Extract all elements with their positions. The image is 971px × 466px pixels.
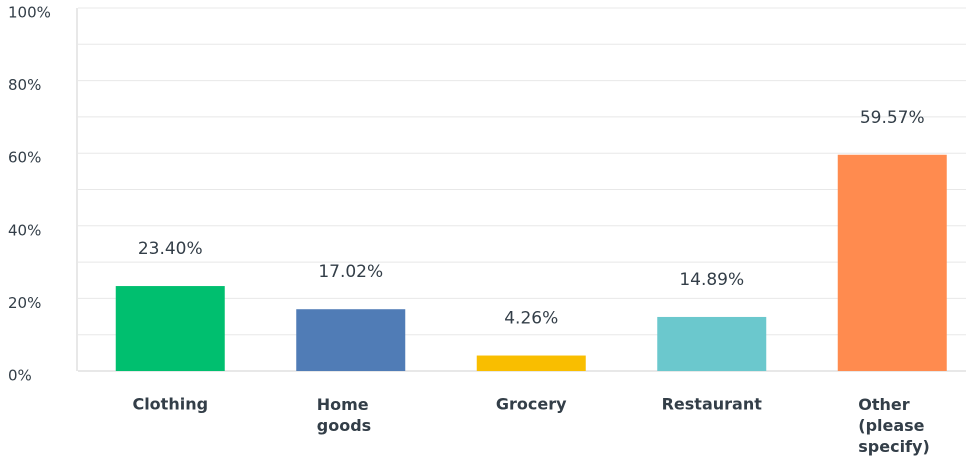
x-tick-label: Home goods xyxy=(317,395,371,435)
bar xyxy=(837,154,947,371)
y-tick-label: 0% xyxy=(8,367,32,385)
value-label: 4.26% xyxy=(504,309,558,329)
value-label: 14.89% xyxy=(679,270,744,290)
bar xyxy=(115,286,225,371)
y-tick-label: 80% xyxy=(8,76,41,94)
bar xyxy=(657,316,767,371)
value-label: 17.02% xyxy=(318,262,383,282)
y-tick-label: 100% xyxy=(8,4,51,22)
y-tick-label: 40% xyxy=(8,221,41,239)
value-label: 23.40% xyxy=(138,239,203,259)
bar xyxy=(296,309,406,371)
y-tick-label: 60% xyxy=(8,149,41,167)
x-tick-label: Grocery xyxy=(496,395,567,414)
bar xyxy=(476,355,586,371)
x-tick-label: Restaurant xyxy=(662,395,763,414)
x-tick-label: Clothing xyxy=(132,395,208,414)
value-label: 59.57% xyxy=(860,108,925,128)
y-tick-label: 20% xyxy=(8,294,41,312)
x-tick-label: Other (please specify) xyxy=(858,395,930,456)
